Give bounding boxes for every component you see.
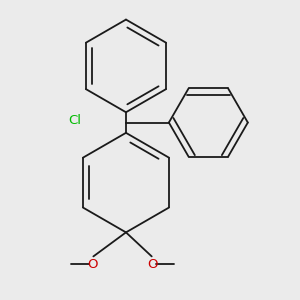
- Text: O: O: [87, 258, 98, 271]
- Text: O: O: [148, 258, 158, 271]
- Text: Cl: Cl: [68, 114, 81, 127]
